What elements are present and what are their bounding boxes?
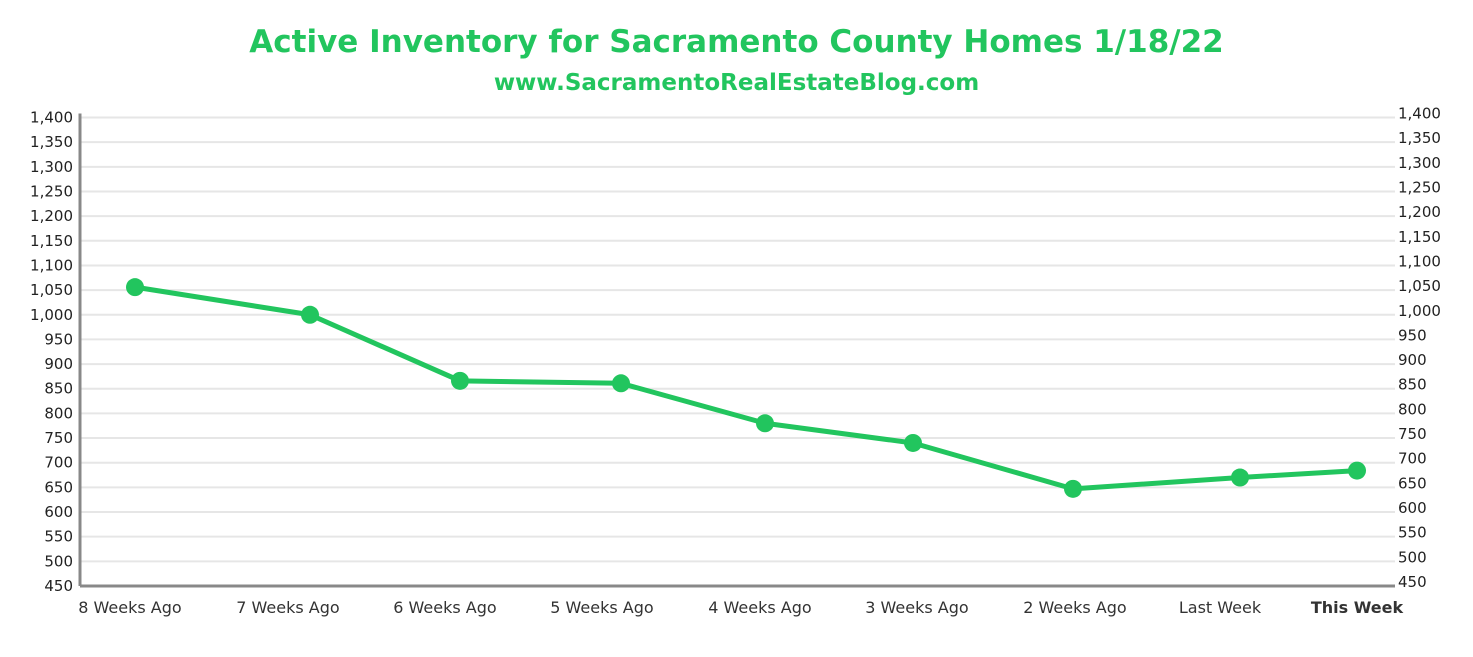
x-tick-label: 8 Weeks Ago (78, 598, 181, 617)
data-point (756, 414, 774, 433)
y-tick-left: 1,250 (30, 182, 73, 200)
y-tick-right: 1,150 (1398, 228, 1441, 246)
y-tick-right: 850 (1398, 376, 1427, 394)
y-tick-right: 1,400 (1398, 105, 1441, 123)
y-tick-right: 450 (1398, 573, 1427, 591)
data-point (904, 433, 922, 452)
x-tick-label: 3 Weeks Ago (865, 598, 968, 617)
y-tick-left: 1,050 (30, 281, 73, 299)
y-tick-left: 950 (44, 330, 73, 348)
y-tick-right: 1,350 (1398, 129, 1441, 147)
y-tick-right: 1,050 (1398, 277, 1441, 295)
y-tick-left: 1,000 (30, 306, 73, 324)
x-tick-label: 2 Weeks Ago (1023, 598, 1126, 617)
data-point (1064, 479, 1082, 498)
y-tick-right: 900 (1398, 351, 1427, 369)
y-tick-right: 600 (1398, 499, 1427, 517)
y-tick-left: 550 (44, 528, 73, 546)
y-tick-left: 1,300 (30, 158, 73, 176)
y-tick-left: 700 (44, 454, 73, 472)
y-tick-left: 1,150 (30, 232, 73, 250)
y-tick-right: 700 (1398, 450, 1427, 468)
x-tick-label: Last Week (1179, 598, 1262, 617)
chart-title: Active Inventory for Sacramento County H… (249, 24, 1224, 60)
data-point (1231, 468, 1249, 487)
data-point (126, 278, 144, 297)
y-tick-left: 1,350 (30, 133, 73, 151)
y-tick-right: 1,200 (1398, 203, 1441, 221)
x-tick-label: 7 Weeks Ago (236, 598, 339, 617)
x-tick-label: 6 Weeks Ago (393, 598, 496, 617)
y-tick-right: 800 (1398, 400, 1427, 418)
y-tick-left: 450 (44, 577, 73, 595)
y-tick-right: 1,250 (1398, 178, 1441, 196)
chart-subtitle: www.SacramentoRealEstateBlog.com (493, 70, 980, 96)
data-point (612, 374, 630, 393)
y-tick-right: 1,300 (1398, 154, 1441, 172)
y-tick-left: 850 (44, 380, 73, 398)
y-tick-left: 600 (44, 503, 73, 521)
data-point (1348, 461, 1366, 480)
x-tick-label: 5 Weeks Ago (550, 598, 653, 617)
y-tick-left: 650 (44, 478, 73, 496)
data-point (451, 371, 469, 390)
x-tick-label: This Week (1311, 598, 1404, 617)
y-tick-right: 750 (1398, 425, 1427, 443)
y-tick-left: 800 (44, 404, 73, 422)
y-tick-left: 1,100 (30, 256, 73, 274)
y-tick-left: 900 (44, 355, 73, 373)
x-tick-label: 4 Weeks Ago (708, 598, 811, 617)
y-tick-right: 550 (1398, 524, 1427, 542)
y-tick-right: 1,000 (1398, 302, 1441, 320)
y-tick-left: 1,400 (30, 109, 73, 127)
y-tick-right: 1,100 (1398, 252, 1441, 270)
data-point (301, 305, 319, 324)
y-tick-left: 750 (44, 429, 73, 447)
y-tick-left: 500 (44, 552, 73, 570)
y-tick-right: 500 (1398, 548, 1427, 566)
y-tick-left: 1,200 (30, 207, 73, 225)
y-tick-right: 650 (1398, 474, 1427, 492)
y-tick-right: 950 (1398, 326, 1427, 344)
